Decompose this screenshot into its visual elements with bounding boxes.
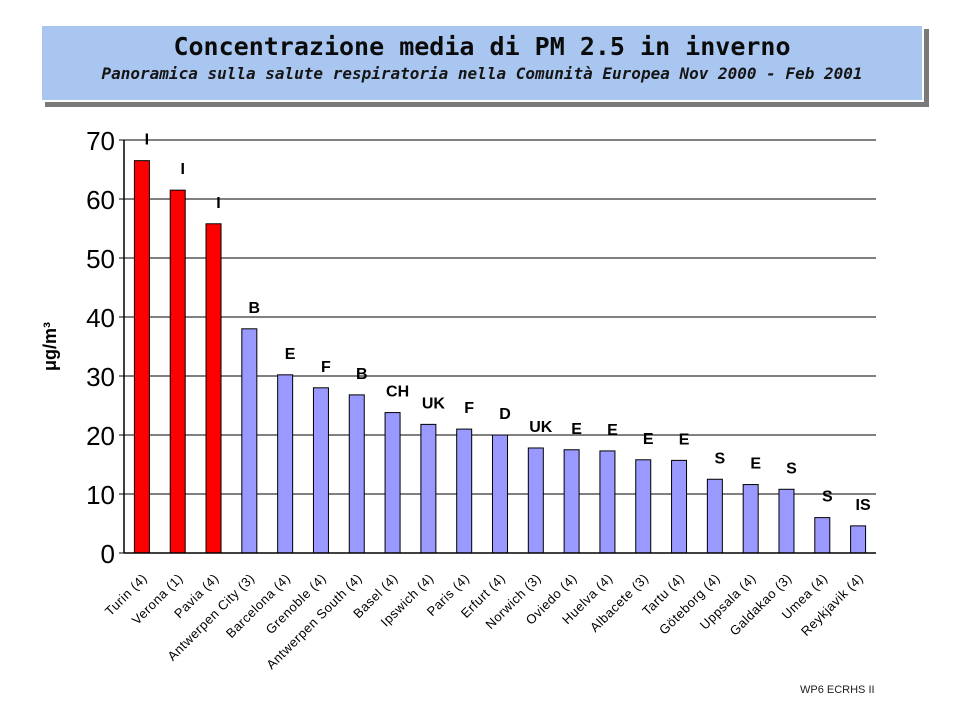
footer-credit: WP6 ECRHS II <box>800 684 875 696</box>
bar <box>563 449 580 554</box>
country-code-label: F <box>464 400 474 417</box>
bar <box>814 517 831 554</box>
bar <box>492 434 508 554</box>
country-code-label: I <box>180 161 184 178</box>
country-code-label: D <box>499 406 511 423</box>
y-tick-label: 40 <box>86 303 115 333</box>
bar <box>527 447 544 554</box>
country-code-label: B <box>356 366 368 383</box>
country-code-label: E <box>679 431 690 448</box>
y-tick-label: 50 <box>86 244 115 274</box>
bar <box>133 160 150 554</box>
bar <box>169 189 186 554</box>
bar <box>599 450 616 554</box>
bar <box>456 428 473 554</box>
y-axis-label: μg/m³ <box>40 322 60 371</box>
title-box: Concentrazione media di PM 2.5 in invern… <box>40 24 924 102</box>
country-code-label: E <box>571 421 582 438</box>
country-code-label: F <box>321 359 331 376</box>
bar <box>778 488 795 554</box>
bar <box>671 459 688 554</box>
country-code-label: I <box>216 195 220 212</box>
bar <box>420 423 437 554</box>
country-code-label: E <box>607 422 618 439</box>
y-tick-label: 70 <box>86 126 115 156</box>
y-tick-label: 0 <box>101 539 115 569</box>
y-tick-label: 10 <box>86 480 115 510</box>
y-tick-labels: 0 10 20 30 40 50 60 70 <box>86 126 115 569</box>
y-tick-label: 60 <box>86 185 115 215</box>
x-tick-label: Reykjavik (4) <box>798 571 866 639</box>
bar <box>205 223 222 554</box>
country-code-label: E <box>285 346 296 363</box>
x-tick-labels: Turin (4)Verona (1)Pavia (4)Antwerpen Ci… <box>102 571 866 673</box>
country-code-labels: I I I B E F B CH UK F D UK E E E E S E S S IS <box>145 132 871 514</box>
country-code-label: CH <box>386 384 409 401</box>
country-code-label: S <box>715 450 726 467</box>
bar <box>742 484 759 554</box>
country-code-label: S <box>786 460 797 477</box>
bars <box>133 160 867 554</box>
chart-subtitle: Panoramica sulla salute respiratoria nel… <box>101 64 863 83</box>
country-code-label: S <box>822 489 833 506</box>
bar <box>706 478 723 554</box>
bar <box>850 525 867 554</box>
bar <box>241 328 258 554</box>
chart-title: Concentrazione media di PM 2.5 in invern… <box>173 32 791 61</box>
country-code-label: B <box>249 300 261 317</box>
country-code-label: UK <box>529 419 553 436</box>
country-code-label: UK <box>422 395 446 412</box>
y-tick-label: 20 <box>86 421 115 451</box>
bar <box>277 374 294 554</box>
y-tick-label: 30 <box>86 362 115 392</box>
country-code-label: E <box>750 456 761 473</box>
country-code-label: I <box>145 132 149 149</box>
country-code-label: IS <box>856 497 871 514</box>
bar <box>312 387 329 554</box>
bar <box>348 394 365 554</box>
bar <box>635 459 652 554</box>
axes <box>123 140 876 554</box>
bar <box>384 412 401 554</box>
country-code-label: E <box>643 431 654 448</box>
